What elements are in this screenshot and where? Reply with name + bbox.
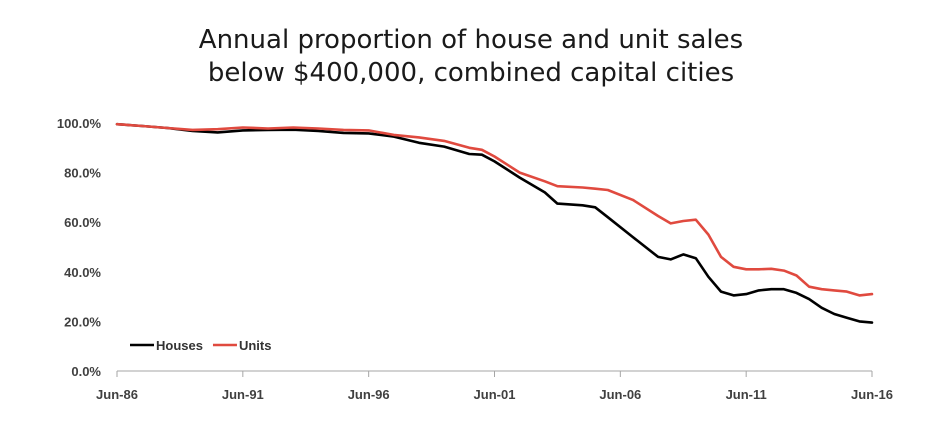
- chart-title-line-1: Annual proportion of house and unit sale…: [198, 25, 744, 55]
- series-line-houses: [115, 122, 874, 324]
- x-tick-label: Jun-16: [851, 387, 893, 402]
- x-tick-label: Jun-91: [222, 387, 264, 402]
- series-lines: [115, 122, 874, 324]
- y-tick-label: 0.0%: [71, 364, 101, 379]
- y-axis: 0.0% 20.0% 40.0% 60.0% 80.0% 100.0%: [57, 116, 102, 379]
- legend-label-units: Units: [239, 338, 272, 353]
- series-line-units: [115, 122, 874, 297]
- legend-label-houses: Houses: [156, 338, 203, 353]
- x-tick-label: Jun-86: [96, 387, 138, 402]
- x-tick-label: Jun-01: [474, 387, 516, 402]
- x-tick-label: Jun-11: [726, 387, 767, 402]
- x-tick-label: Jun-06: [599, 387, 641, 402]
- y-tick-label: 100.0%: [57, 116, 102, 131]
- chart-title: Annual proportion of house and unit sale…: [0, 24, 942, 90]
- x-tick-label: Jun-96: [348, 387, 390, 402]
- x-axis: Jun-86 Jun-91 Jun-96 Jun-01 Jun-06 Jun-11 Jun-…: [96, 370, 893, 402]
- y-tick-label: 20.0%: [64, 314, 101, 329]
- chart-title-line-2: below $400,000, combined capital cities: [207, 58, 735, 88]
- legend: Houses Units: [130, 338, 271, 353]
- y-tick-label: 60.0%: [64, 215, 101, 230]
- y-tick-label: 80.0%: [64, 166, 101, 181]
- y-tick-label: 40.0%: [64, 265, 101, 280]
